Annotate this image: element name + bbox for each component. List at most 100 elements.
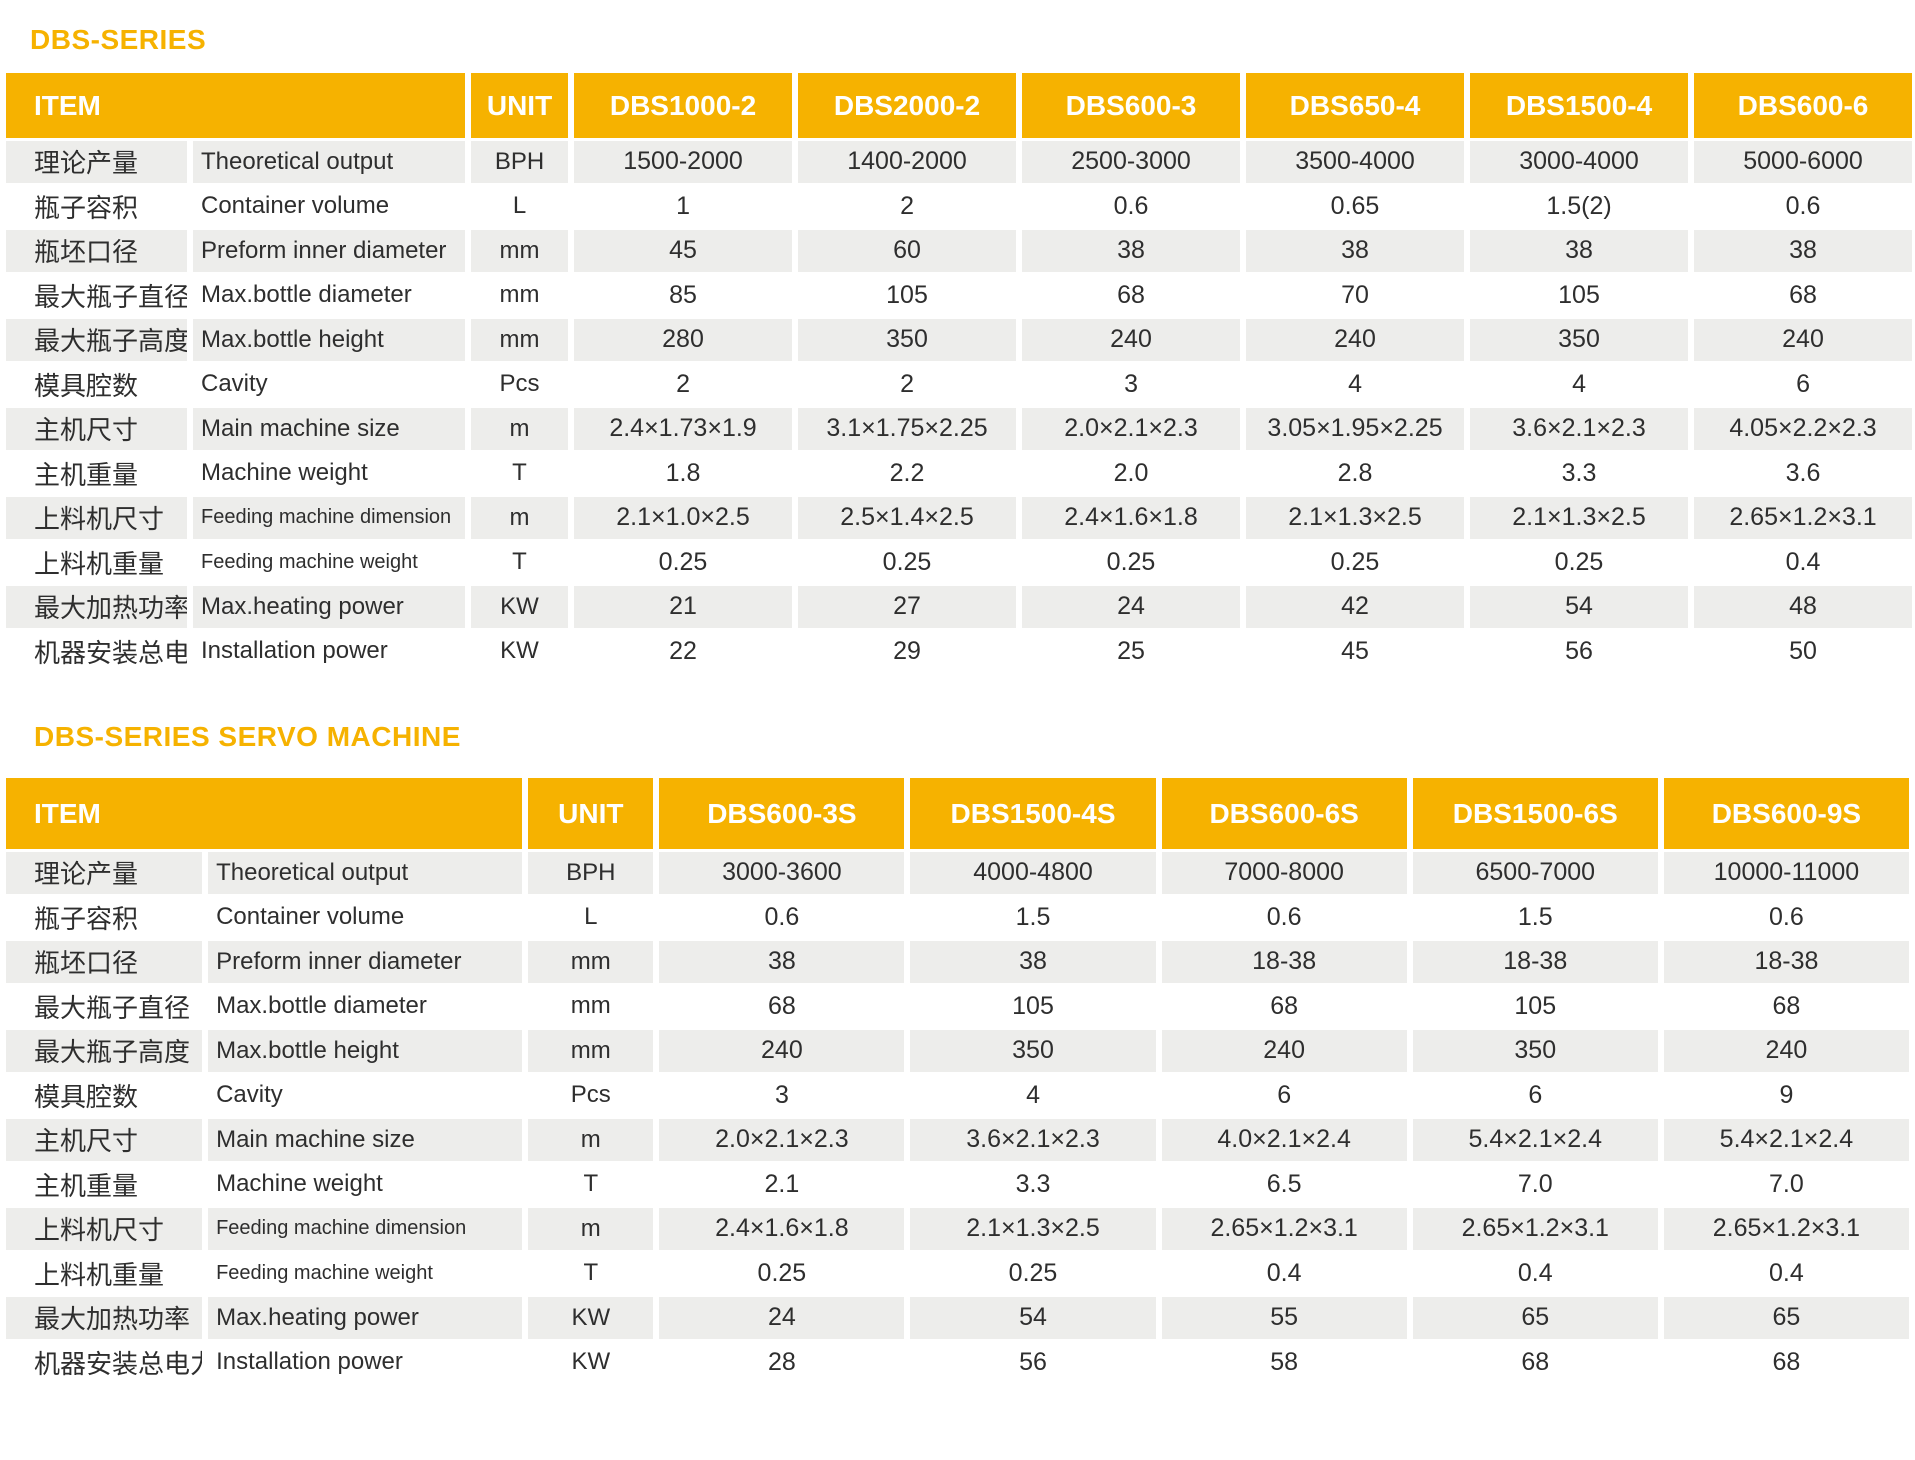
table-row: 机器安装总电力 Installation power KW 22 29 25 4…: [6, 630, 1913, 672]
table-body: 理论产量 Theoretical output BPH 1500-2000 14…: [6, 141, 1913, 672]
cell-value: 3: [659, 1074, 905, 1116]
row-label-cn: 机器安装总电力: [6, 1341, 203, 1383]
cell-value: 4: [910, 1074, 1156, 1116]
cell-value: 0.25: [659, 1252, 905, 1294]
cell-value: 2500-3000: [1022, 141, 1241, 183]
section-title-dbs-series: DBS-SERIES: [30, 24, 207, 55]
cell-value: 68: [1663, 985, 1909, 1027]
cell-value: 3.6×2.1×2.3: [1470, 408, 1689, 450]
cell-value: 65: [1663, 1297, 1909, 1339]
row-unit: T: [528, 1163, 654, 1205]
cell-value: 2.5×1.4×2.5: [798, 497, 1017, 539]
cell-value: 240: [1161, 1030, 1407, 1072]
cell-value: 38: [910, 941, 1156, 983]
row-unit: BPH: [471, 141, 569, 183]
cell-value: 3500-4000: [1246, 141, 1465, 183]
cell-value: 5000-6000: [1694, 141, 1913, 183]
cell-value: 0.4: [1694, 541, 1913, 583]
cell-value: 0.6: [1161, 896, 1407, 938]
row-label-en: Machine weight: [193, 452, 466, 494]
row-unit: KW: [471, 630, 569, 672]
table-row: 机器安装总电力 Installation power KW 28 56 58 6…: [6, 1341, 1909, 1383]
model-column-header: DBS600-9S: [1663, 778, 1909, 849]
row-label-cn: 主机尺寸: [6, 1119, 203, 1161]
row-label-en: Machine weight: [208, 1163, 523, 1205]
cell-value: 10000-11000: [1663, 852, 1909, 894]
row-label-en: Feeding machine dimension: [193, 497, 466, 539]
row-label-cn: 主机尺寸: [6, 408, 187, 450]
cell-value: 0.4: [1161, 1252, 1407, 1294]
cell-value: 29: [798, 630, 1017, 672]
row-unit: mm: [471, 274, 569, 316]
cell-value: 3000-3600: [659, 852, 905, 894]
cell-value: 38: [1694, 230, 1913, 272]
cell-value: 105: [910, 985, 1156, 1027]
row-label-cn: 主机重量: [6, 1163, 203, 1205]
table-row: 最大瓶子直径 Max.bottle diameter mm 68 105 68 …: [6, 985, 1909, 1027]
row-label-en: Max.bottle diameter: [193, 274, 466, 316]
row-unit: T: [528, 1252, 654, 1294]
cell-value: 70: [1246, 274, 1465, 316]
cell-value: 2.0: [1022, 452, 1241, 494]
cell-value: 38: [659, 941, 905, 983]
cell-value: 280: [574, 319, 793, 361]
cell-value: 18-38: [1412, 941, 1658, 983]
cell-value: 0.25: [798, 541, 1017, 583]
table-row: 上料机尺寸 Feeding machine dimension m 2.1×1.…: [6, 497, 1913, 539]
cell-value: 0.25: [1246, 541, 1465, 583]
row-unit: mm: [528, 1030, 654, 1072]
cell-value: 240: [659, 1030, 905, 1072]
model-column-header: DBS650-4: [1246, 73, 1465, 138]
row-label-cn: 最大瓶子直径: [6, 985, 203, 1027]
cell-value: 68: [1161, 985, 1407, 1027]
cell-value: 2.2: [798, 452, 1017, 494]
row-label-cn: 模具腔数: [6, 363, 187, 405]
cell-value: 6: [1694, 363, 1913, 405]
cell-value: 2.8: [1246, 452, 1465, 494]
row-label-cn: 理论产量: [6, 141, 187, 183]
cell-value: 3.6×2.1×2.3: [910, 1119, 1156, 1161]
row-unit: Pcs: [471, 363, 569, 405]
row-label-en: Feeding machine dimension: [208, 1208, 523, 1250]
table-row: 瓶坯口径 Preform inner diameter mm 38 38 18-…: [6, 941, 1909, 983]
row-unit: KW: [471, 586, 569, 628]
row-label-cn: 瓶坯口径: [6, 941, 203, 983]
model-column-header: DBS600-6S: [1161, 778, 1407, 849]
header-row: ITEM UNIT DBS1000-2 DBS2000-2 DBS600-3 DBS6…: [6, 73, 1913, 138]
model-column-header: DBS1500-6S: [1412, 778, 1658, 849]
cell-value: 3: [1022, 363, 1241, 405]
cell-value: 4: [1470, 363, 1689, 405]
cell-value: 45: [574, 230, 793, 272]
cell-value: 21: [574, 586, 793, 628]
cell-value: 65: [1412, 1297, 1658, 1339]
row-label-cn: 机器安装总电力: [6, 630, 187, 672]
row-unit: m: [471, 497, 569, 539]
row-label-en: Feeding machine weight: [208, 1252, 523, 1294]
cell-value: 2.0×2.1×2.3: [1022, 408, 1241, 450]
cell-value: 350: [798, 319, 1017, 361]
model-column-header: DBS600-3S: [659, 778, 905, 849]
table-row: 理论产量 Theoretical output BPH 1500-2000 14…: [6, 141, 1913, 183]
table-row: 最大瓶子高度 Max.bottle height mm 240 350 240 …: [6, 1030, 1909, 1072]
row-label-en: Max.bottle diameter: [208, 985, 523, 1027]
cell-value: 2.65×1.2×3.1: [1694, 497, 1913, 539]
row-label-cn: 最大加热功率: [6, 1297, 203, 1339]
item-column-header: ITEM: [6, 73, 466, 138]
cell-value: 0.4: [1412, 1252, 1658, 1294]
table-row: 模具腔数 Cavity Pcs 2 2 3 4 4 6: [6, 363, 1913, 405]
cell-value: 50: [1694, 630, 1913, 672]
section-title-dbs-series-servo: DBS-SERIES SERVO MACHINE: [34, 721, 461, 752]
cell-value: 7.0: [1412, 1163, 1658, 1205]
row-unit: m: [528, 1208, 654, 1250]
table-row: 主机重量 Machine weight T 1.8 2.2 2.0 2.8 3.…: [6, 452, 1913, 494]
cell-value: 4.05×2.2×2.3: [1694, 408, 1913, 450]
row-unit: KW: [528, 1297, 654, 1339]
table-header: ITEM UNIT DBS1000-2 DBS2000-2 DBS600-3 DBS6…: [6, 73, 1913, 138]
cell-value: 105: [798, 274, 1017, 316]
cell-value: 240: [1022, 319, 1241, 361]
cell-value: 6: [1161, 1074, 1407, 1116]
model-column-header: DBS1500-4: [1470, 73, 1689, 138]
cell-value: 3.3: [910, 1163, 1156, 1205]
row-label-cn: 上料机重量: [6, 541, 187, 583]
cell-value: 54: [1470, 586, 1689, 628]
